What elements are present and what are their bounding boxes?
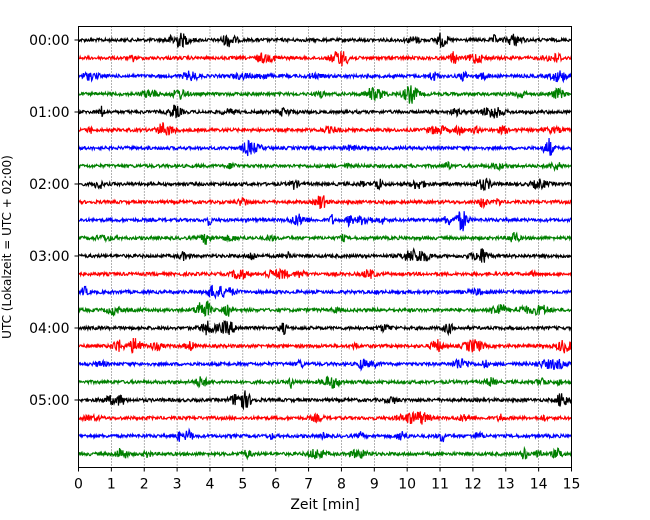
- trace-03:45: [77, 300, 573, 317]
- x-tick-label: 15: [563, 477, 581, 493]
- trace-01:15: [78, 122, 573, 136]
- plot-frame: [78, 26, 572, 468]
- trace-04:15: [78, 338, 573, 354]
- x-tick-label: 3: [173, 477, 182, 493]
- trace-03:00: [77, 247, 573, 263]
- x-axis-label: Zeit [min]: [290, 497, 359, 513]
- trace-01:45: [78, 160, 572, 172]
- x-tick-label: 9: [370, 477, 379, 493]
- x-tick-label: 5: [238, 477, 247, 493]
- trace-02:45: [77, 231, 572, 245]
- x-tick-label: 12: [464, 477, 482, 493]
- trace-02:30: [77, 211, 572, 232]
- trace-05:30: [78, 427, 573, 443]
- trace-03:15: [77, 267, 572, 280]
- x-axis: 0 1 2 3 4 5 6 7 8 9 10 11 12 13 14 15: [74, 467, 581, 493]
- trace-01:30: [77, 138, 573, 157]
- y-tick-label: 01:00: [29, 105, 69, 121]
- trace-00:00: [77, 32, 572, 48]
- y-tick-label: 05:00: [29, 393, 69, 409]
- y-tick-label: 02:00: [29, 177, 69, 193]
- x-tick-label: 0: [74, 477, 83, 493]
- y-tick-label: 04:00: [29, 321, 69, 337]
- trace-02:00: [78, 177, 573, 192]
- x-tick-label: 14: [530, 477, 548, 493]
- x-tick-label: 8: [337, 477, 346, 493]
- y-tick-label: 03:00: [29, 249, 69, 265]
- x-tick-label: 1: [107, 477, 116, 493]
- trace-00:30: [77, 70, 573, 84]
- x-tick-label: 6: [271, 477, 280, 493]
- trace-02:15: [77, 195, 573, 210]
- trace-group: [77, 32, 573, 461]
- trace-04:45: [77, 375, 573, 389]
- x-tick-label: 13: [497, 477, 515, 493]
- x-tick-label: 7: [304, 477, 313, 493]
- trace-00:15: [78, 51, 573, 67]
- trace-04:00: [77, 319, 573, 337]
- x-tick-label: 4: [206, 477, 215, 493]
- x-tick-label: 11: [431, 477, 449, 493]
- y-axis: 00:00 01:00 02:00 03:00 04:00 05:00: [29, 33, 79, 409]
- x-tick-label: 2: [140, 477, 149, 493]
- trace-05:00: [78, 390, 572, 411]
- trace-05:15: [77, 410, 572, 425]
- y-tick-label: 00:00: [29, 33, 69, 49]
- x-tick-label: 10: [398, 477, 416, 493]
- trace-01:00: [77, 104, 572, 119]
- trace-04:30: [77, 358, 572, 372]
- trace-05:45: [77, 445, 573, 461]
- y-axis-label: UTC (Lokalzeit = UTC + 02:00): [0, 155, 14, 339]
- trace-00:45: [77, 85, 572, 104]
- trace-03:30: [77, 284, 573, 300]
